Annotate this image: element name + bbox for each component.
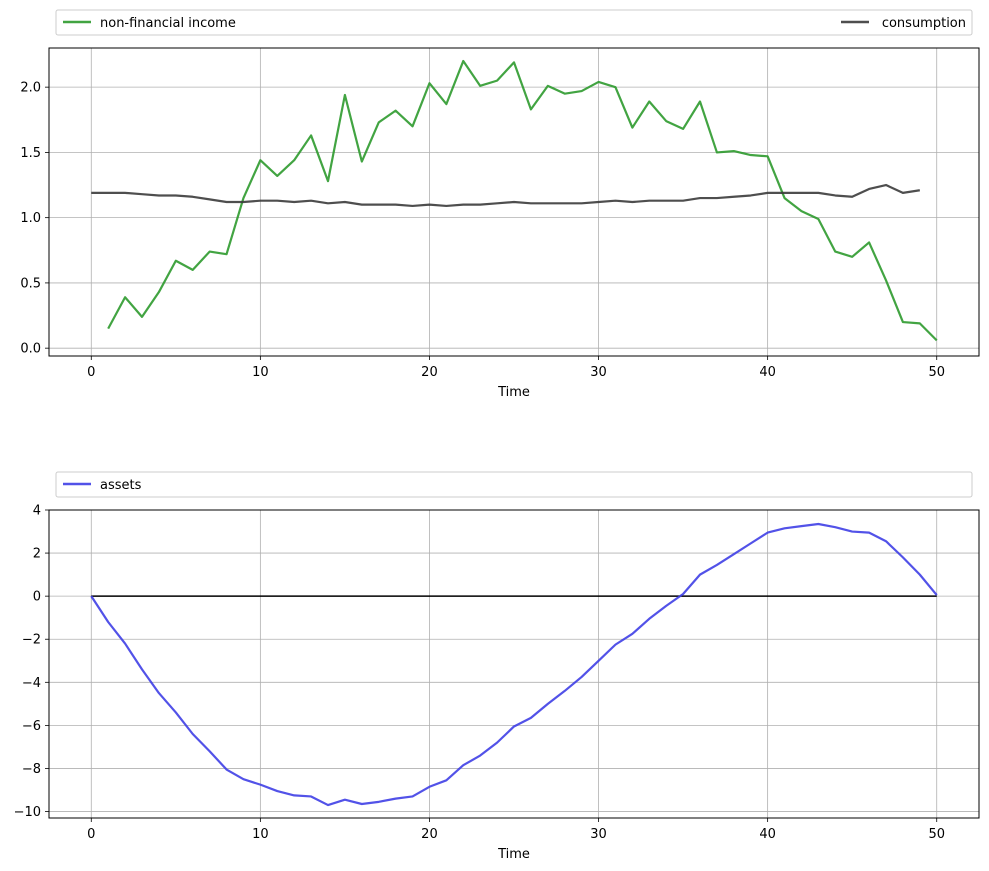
- y-tick-label: −4: [22, 676, 41, 691]
- income-consumption-panel: 0 10 20 30 40 50 0.0 0.5 1.0 1.5 2.0 Time non-fina…: [20, 9, 980, 400]
- y-tick-label: −2: [22, 633, 41, 648]
- legend-label-consumption: consumption: [882, 16, 966, 31]
- series-layer: [90, 522, 938, 807]
- legend-label-assets: assets: [100, 478, 142, 493]
- x-axis-label: Time: [497, 385, 530, 400]
- series-line-assets: [90, 522, 938, 807]
- axis-ticks: 0 10 20 30 40 50 0.0 0.5 1.0 1.5 2.0: [20, 81, 945, 380]
- x-tick-label: 40: [759, 365, 776, 380]
- y-tick-label: 0: [33, 590, 41, 605]
- y-tick-label: −8: [22, 762, 41, 777]
- x-tick-label: 50: [928, 365, 945, 380]
- x-tick-label: 50: [928, 827, 945, 842]
- y-tick-label: 2.0: [20, 81, 41, 96]
- y-tick-label: 0.0: [20, 342, 41, 357]
- x-tick-label: 30: [590, 827, 607, 842]
- y-tick-label: 0.5: [20, 276, 41, 291]
- y-tick-label: −6: [22, 719, 41, 734]
- legend-label-non-financial-income: non-financial income: [100, 16, 236, 31]
- x-tick-label: 20: [421, 827, 438, 842]
- y-tick-label: 2: [33, 547, 41, 562]
- x-axis-label: Time: [497, 847, 530, 862]
- series-layer: [91, 59, 938, 342]
- axis-ticks: 0 10 20 30 40 50 −10 −8 −6 −4 −2 0 2 4: [14, 504, 945, 843]
- legend: non-financial income consumption: [55, 9, 973, 36]
- x-tick-label: 40: [759, 827, 776, 842]
- x-tick-label: 10: [252, 365, 269, 380]
- legend-frame: [55, 471, 973, 498]
- y-tick-label: 1.0: [20, 211, 41, 226]
- grid: [49, 509, 979, 818]
- x-tick-label: 10: [252, 827, 269, 842]
- series-line-consumption: [91, 183, 920, 208]
- legend-frame: [55, 9, 973, 36]
- y-tick-label: 4: [33, 504, 41, 519]
- plot-frame: [48, 47, 980, 357]
- plot-frame: [48, 509, 980, 819]
- x-tick-label: 0: [87, 365, 95, 380]
- x-tick-label: 20: [421, 365, 438, 380]
- assets-panel: 0 10 20 30 40 50 −10 −8 −6 −4 −2 0 2 4 Time assets: [14, 471, 980, 862]
- legend: assets: [55, 471, 973, 498]
- x-tick-label: 0: [87, 827, 95, 842]
- y-tick-label: 1.5: [20, 146, 41, 161]
- grid: [49, 48, 979, 356]
- series-line-non-financial-income: [107, 59, 938, 342]
- y-tick-label: −10: [14, 805, 41, 820]
- x-tick-label: 30: [590, 365, 607, 380]
